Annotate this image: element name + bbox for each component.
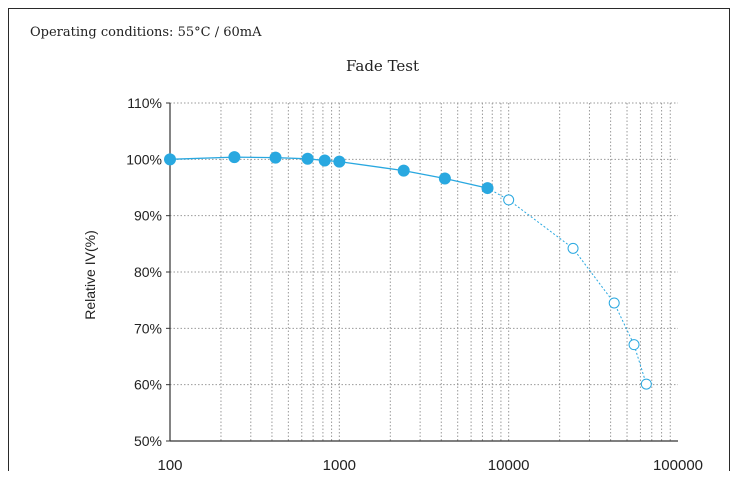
data-point-measured [397,164,410,177]
data-point-measured [481,182,494,195]
x-tick-label: 100000 [653,457,703,474]
y-tick-label: 80% [134,264,162,280]
x-tick-labels: 100 1000 10000 100000 [157,457,703,474]
data-point-measured [269,151,282,164]
y-tick-label: 90% [134,208,162,224]
y-tick-label: 50% [134,433,162,449]
data-point-projected [628,339,640,351]
x-tick-label: 10000 [488,457,530,474]
operating-conditions-label: Operating conditions: 55°C / 60mA [30,25,262,40]
y-axis-label: Relative IV(%) [82,230,98,319]
data-point-measured [318,154,331,167]
data-point-projected [503,194,515,206]
data-point-measured [301,152,314,165]
y-tick-label: 110% [127,95,162,111]
data-point-measured [164,153,176,166]
y-tick-labels: 50% 60% 70% 80% 90% 100% 110% [126,95,162,449]
data-point-projected [640,378,652,390]
data-points [164,151,652,390]
x-tick-label: 100 [157,457,182,474]
chart-frame [8,8,730,471]
data-point-projected [567,242,579,254]
grid-lines [170,102,678,441]
data-point-measured [438,172,451,185]
y-tick-label: 70% [134,320,162,336]
data-point-measured [333,155,346,168]
y-tick-label: 60% [134,377,162,393]
y-tick-label: 100% [126,151,162,167]
x-tick-label: 1000 [323,457,356,474]
data-point-projected [608,297,620,309]
series-lines [169,156,647,385]
chart-title: Fade Test [345,57,420,75]
series-line-extrapolated [487,187,647,385]
data-point-measured [228,151,241,164]
